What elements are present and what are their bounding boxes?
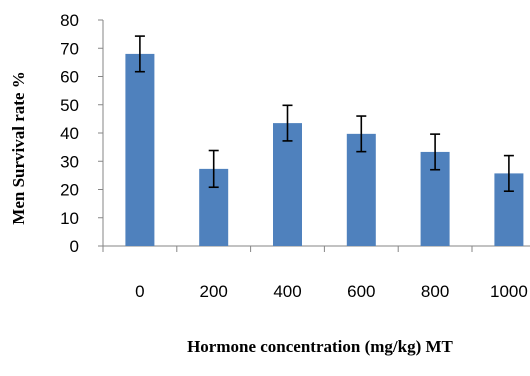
y-tick-label: 70 xyxy=(60,39,79,58)
x-axis: 0 200 400 600 800 1000 xyxy=(102,245,530,301)
error-bar-600 xyxy=(356,115,367,153)
x-tick-label: 200 xyxy=(200,282,228,301)
y-axis: 0 10 20 30 40 50 60 70 80 xyxy=(60,11,104,256)
x-tick-label: 600 xyxy=(347,282,375,301)
y-tick-label: 60 xyxy=(60,68,79,87)
error-bar-200 xyxy=(208,149,219,189)
y-tick-label: 30 xyxy=(60,152,79,171)
y-tick-label: 80 xyxy=(60,11,79,30)
bar-600 xyxy=(346,133,376,246)
error-bar-800 xyxy=(430,133,441,171)
y-tick-label: 0 xyxy=(70,237,79,256)
y-tick-label: 10 xyxy=(60,209,79,228)
x-axis-title: Hormone concentration (mg/kg) MT xyxy=(187,337,453,356)
y-axis-title: Men Survival rate % xyxy=(9,71,28,224)
bars xyxy=(125,53,524,247)
x-tick-label: 400 xyxy=(273,282,301,301)
bar-400 xyxy=(273,123,302,246)
error-bar-400 xyxy=(282,104,293,142)
y-tick-label: 40 xyxy=(60,124,79,143)
y-tick-label: 50 xyxy=(60,96,79,115)
x-tick-label: 800 xyxy=(421,282,449,301)
error-bars xyxy=(134,35,514,192)
x-tick-label: 0 xyxy=(135,282,144,301)
error-bar-0 xyxy=(134,35,145,73)
y-tick-label: 20 xyxy=(60,181,79,200)
bar-0 xyxy=(125,53,155,247)
error-bar-1000 xyxy=(503,154,514,192)
x-tick-label: 1000 xyxy=(490,282,528,301)
